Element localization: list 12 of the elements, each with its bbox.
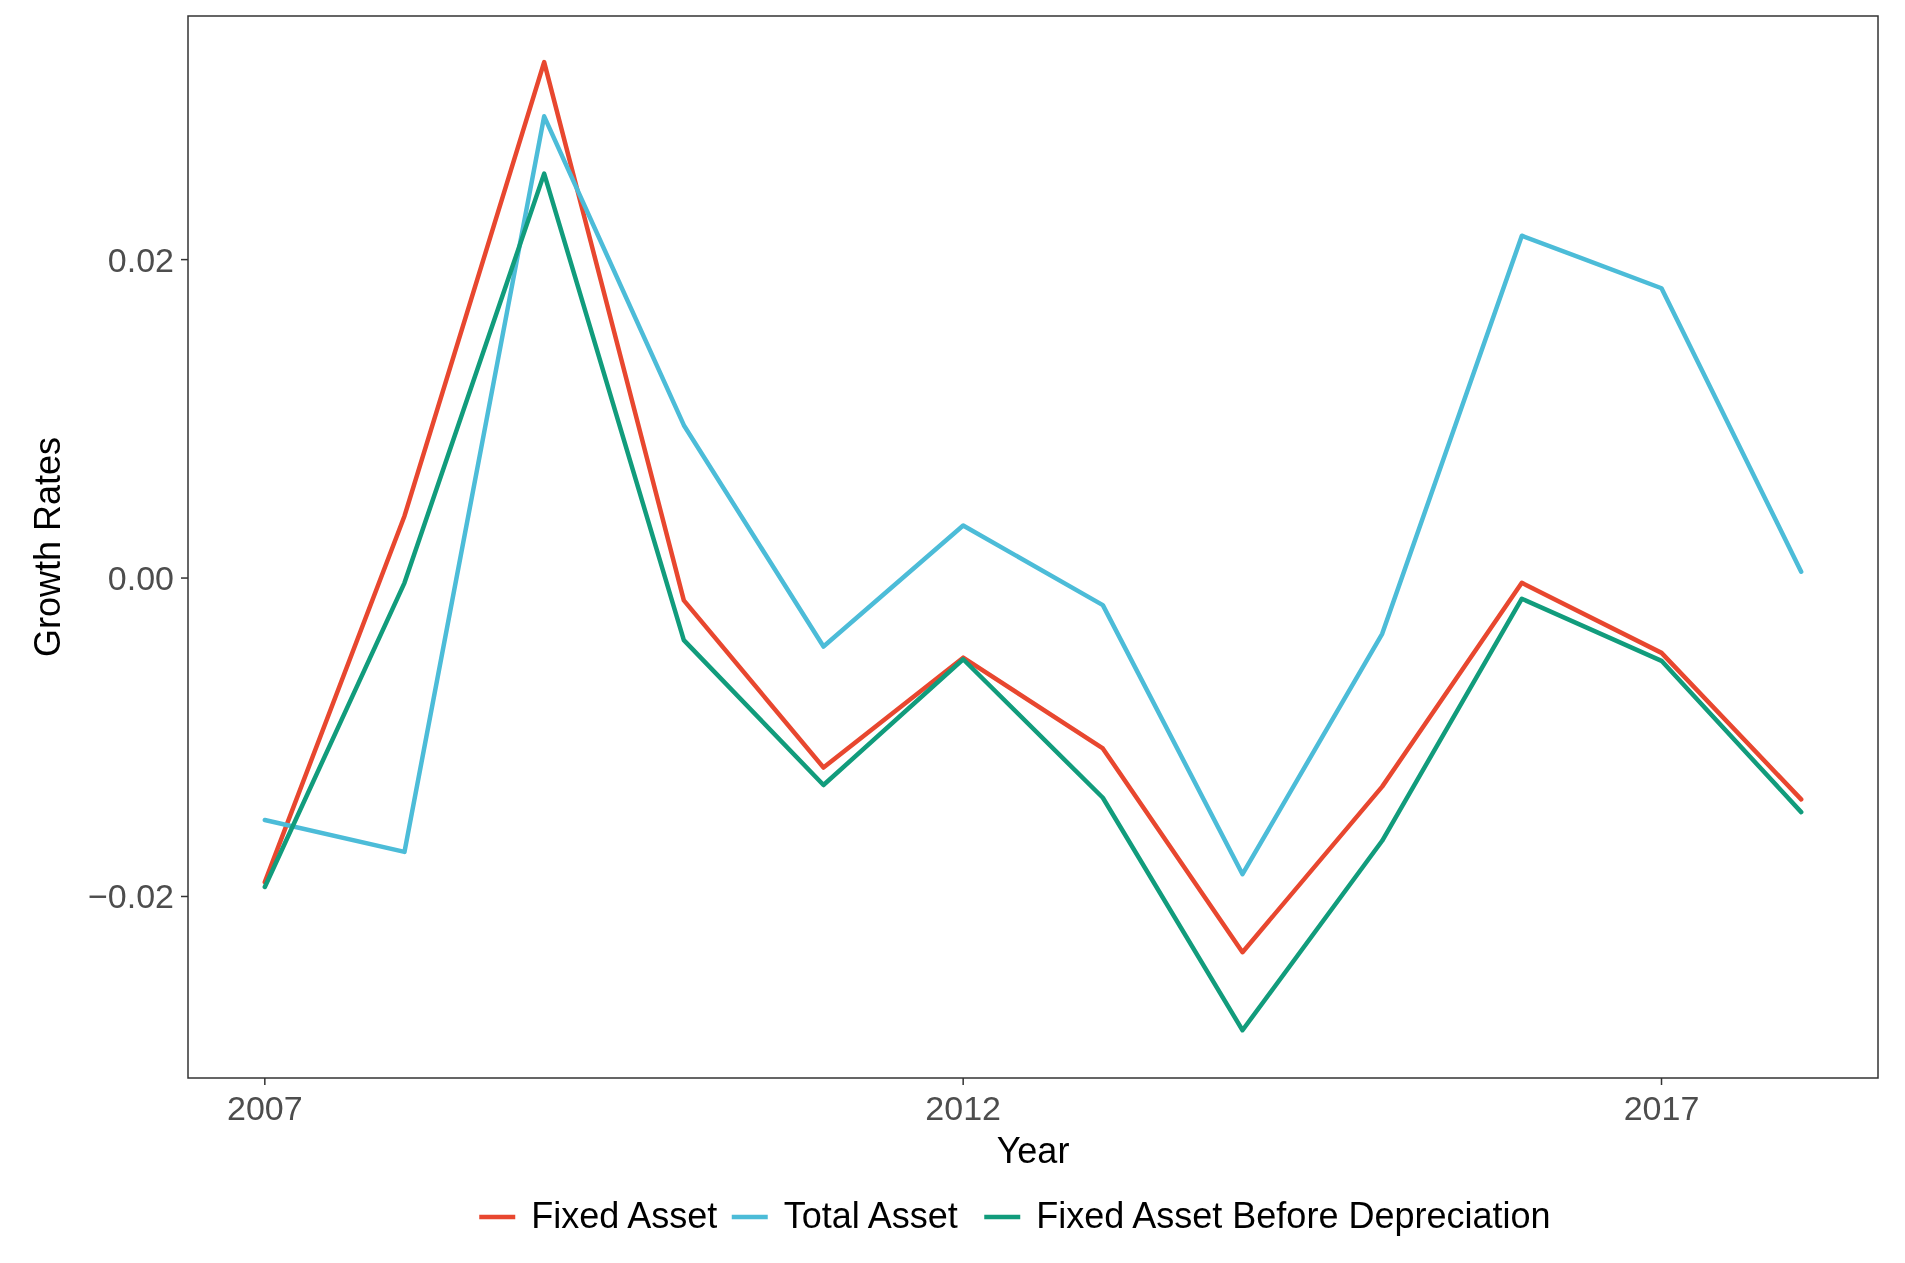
x-axis-title: Year — [996, 1130, 1070, 1171]
y-tick-label: 0.02 — [107, 240, 174, 279]
legend-label: Fixed Asset — [531, 1195, 718, 1236]
y-axis-title: Growth Rates — [27, 436, 68, 658]
y-tick-label: 0.00 — [107, 559, 174, 598]
x-tick-label: 2012 — [925, 1089, 1001, 1127]
legend-label: Total Asset — [783, 1195, 958, 1236]
line-series — [262, 171, 1804, 1033]
x-tick-label: 2017 — [1623, 1089, 1700, 1127]
legend-label: Fixed Asset Before Depreciation — [1036, 1195, 1551, 1236]
x-tick-label: 2007 — [227, 1089, 303, 1127]
y-tick-label: −0.02 — [87, 877, 174, 916]
